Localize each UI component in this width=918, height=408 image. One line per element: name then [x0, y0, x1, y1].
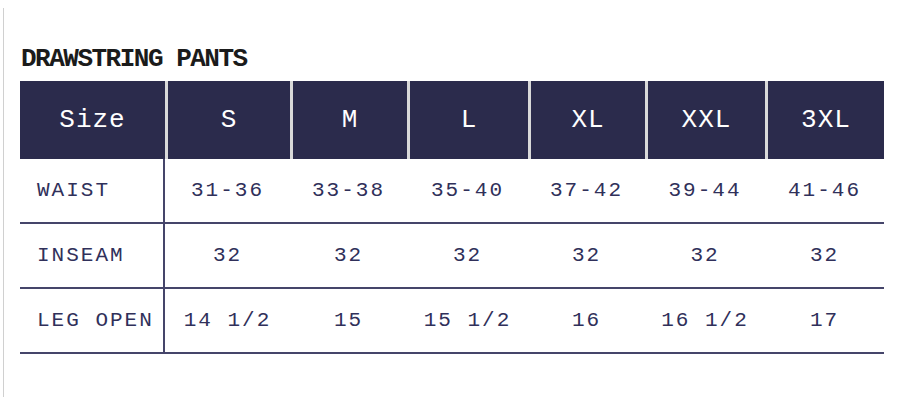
table-header-row: Size S M L XL XXL 3XL [20, 81, 884, 159]
waist-value-3xl: 41-46 [765, 159, 884, 222]
page-title: DRAWSTRING PANTS [21, 44, 247, 74]
size-chart-table: Size S M L XL XXL 3XL WAIST 31-36 33-38 … [20, 81, 884, 354]
size-chart-page: DRAWSTRING PANTS Size S M L XL XXL 3XL W… [0, 0, 918, 408]
table-row-leg-open: LEG OPEN 14 1/2 15 15 1/2 16 16 1/2 17 [20, 289, 884, 354]
column-header-l: L [407, 81, 528, 159]
table-row-waist: WAIST 31-36 33-38 35-40 37-42 39-44 41-4… [20, 159, 884, 224]
page-edge-divider [3, 8, 4, 397]
inseam-value-l: 32 [407, 224, 528, 287]
column-header-size: Size [20, 81, 165, 159]
inseam-value-s: 32 [165, 224, 290, 287]
waist-value-s: 31-36 [165, 159, 290, 222]
column-header-m: M [290, 81, 407, 159]
leg-open-value-3xl: 17 [765, 289, 884, 352]
leg-open-value-xl: 16 [528, 289, 645, 352]
leg-open-value-s: 14 1/2 [165, 289, 290, 352]
inseam-value-3xl: 32 [765, 224, 884, 287]
column-header-xxl: XXL [645, 81, 765, 159]
table-row-inseam: INSEAM 32 32 32 32 32 32 [20, 224, 884, 289]
inseam-value-xxl: 32 [645, 224, 765, 287]
waist-value-xl: 37-42 [528, 159, 645, 222]
waist-value-l: 35-40 [407, 159, 528, 222]
leg-open-value-xxl: 16 1/2 [645, 289, 765, 352]
column-header-s: S [165, 81, 290, 159]
waist-value-xxl: 39-44 [645, 159, 765, 222]
leg-open-value-l: 15 1/2 [407, 289, 528, 352]
row-label-inseam: INSEAM [20, 224, 165, 287]
row-label-leg-open: LEG OPEN [20, 289, 165, 352]
inseam-value-xl: 32 [528, 224, 645, 287]
waist-value-m: 33-38 [290, 159, 407, 222]
inseam-value-m: 32 [290, 224, 407, 287]
column-header-xl: XL [528, 81, 645, 159]
leg-open-value-m: 15 [290, 289, 407, 352]
row-label-waist: WAIST [20, 159, 165, 222]
column-header-3xl: 3XL [765, 81, 884, 159]
